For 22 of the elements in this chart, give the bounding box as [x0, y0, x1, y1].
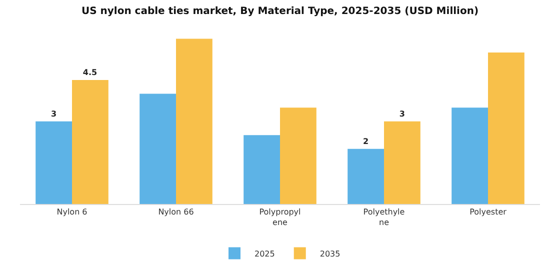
bar — [140, 94, 176, 204]
x-tick-label: Polyester — [470, 208, 508, 217]
x-tick-label: Nylon 66 — [158, 208, 194, 217]
bar — [72, 80, 108, 204]
bar — [348, 148, 384, 204]
chart-title: US nylon cable ties market, By Material Type, 2025-2035 (USD Million) — [81, 6, 479, 17]
bar — [176, 38, 212, 204]
bar — [452, 108, 488, 204]
bar — [488, 52, 524, 204]
x-tick-label: Polyethyle ne — [363, 208, 405, 227]
x-tick-label: Polypropyl ene — [259, 208, 301, 227]
bar — [36, 121, 72, 204]
bar — [280, 108, 316, 204]
legend-label: 2035 — [320, 249, 340, 258]
legend-label: 2025 — [254, 249, 275, 258]
data-label: 3 — [399, 109, 405, 118]
data-label: 4.5 — [82, 68, 98, 78]
bar — [244, 135, 280, 204]
x-tick-label: Nylon 6 — [56, 208, 88, 217]
bar — [384, 121, 420, 204]
data-label: 3 — [51, 109, 57, 118]
data-label: 2 — [363, 136, 369, 146]
